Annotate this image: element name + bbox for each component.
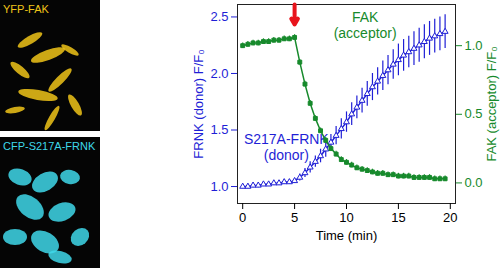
svg-text:0: 0 [239,210,246,225]
svg-text:1.0: 1.0 [210,179,228,194]
svg-text:Time (min): Time (min) [316,228,378,243]
svg-text:S217A-FRNK(donor): S217A-FRNK(donor) [244,131,329,162]
svg-text:10: 10 [339,210,353,225]
svg-text:0.5: 0.5 [465,106,483,121]
svg-text:2.5: 2.5 [210,9,228,24]
svg-text:FAK(acceptor): FAK(acceptor) [334,9,397,40]
svg-text:0.0: 0.0 [465,175,483,190]
svg-text:20: 20 [443,210,457,225]
svg-text:5: 5 [291,210,298,225]
svg-text:YFP-FAK: YFP-FAK [3,3,50,15]
svg-text:CFP-S217A-FRNK: CFP-S217A-FRNK [3,140,96,152]
svg-text:15: 15 [391,210,405,225]
svg-text:1.5: 1.5 [210,122,228,137]
svg-text:FAK (acceptor) F/F₀: FAK (acceptor) F/F₀ [484,46,499,161]
svg-text:1.0: 1.0 [465,38,483,53]
svg-text:2.0: 2.0 [210,66,228,81]
svg-text:FRNK (donor) F/F₀: FRNK (donor) F/F₀ [191,49,206,158]
